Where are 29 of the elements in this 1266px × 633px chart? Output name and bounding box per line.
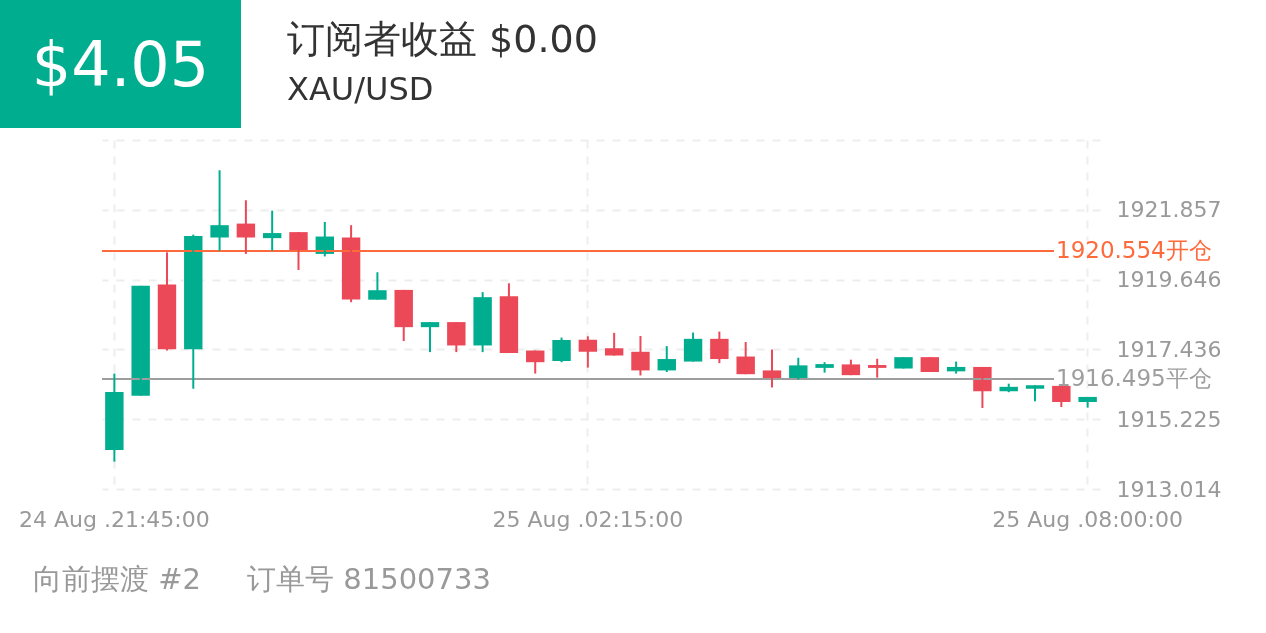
candlestick — [210, 169, 229, 252]
chart-title: 订阅者收益 $0.00 — [287, 16, 598, 63]
text: $4.05 — [0, 0, 241, 128]
y-tick-label: 1921.857 — [1116, 197, 1222, 223]
candlestick — [894, 356, 913, 370]
candlestick — [105, 372, 124, 463]
candlestick — [552, 336, 571, 364]
ref-line-label: 1920.554开仓 — [1056, 236, 1212, 263]
candlestick — [1078, 395, 1097, 409]
x-tick-label: 24 Aug .21:45:00 — [18, 506, 210, 532]
candlestick — [131, 284, 150, 397]
candlestick — [604, 331, 624, 357]
y-tick-label: 1913.014 — [1116, 476, 1222, 502]
candlestick — [867, 357, 887, 379]
candlestick — [815, 361, 834, 374]
text: 向前摆渡 #2 订单号 81500733 — [33, 562, 491, 596]
candlestick — [1052, 384, 1071, 409]
candlestick — [473, 291, 492, 354]
candlestick — [710, 330, 729, 365]
y-tick-label: 1919.646 — [1116, 267, 1222, 293]
candlestick — [1025, 384, 1045, 403]
x-tick-label: 25 Aug .08:00:00 — [992, 506, 1184, 532]
candlestick — [447, 321, 466, 354]
candlestick — [368, 271, 387, 301]
x-tick-label: 25 Aug .02:15:00 — [492, 506, 684, 532]
y-tick-label: 1917.436 — [1116, 336, 1222, 362]
chart-subtitle: XAU/USD — [287, 70, 434, 108]
y-tick-label: 1915.225 — [1116, 406, 1222, 432]
ref-line-label: 1916.495平仓 — [1056, 365, 1212, 392]
